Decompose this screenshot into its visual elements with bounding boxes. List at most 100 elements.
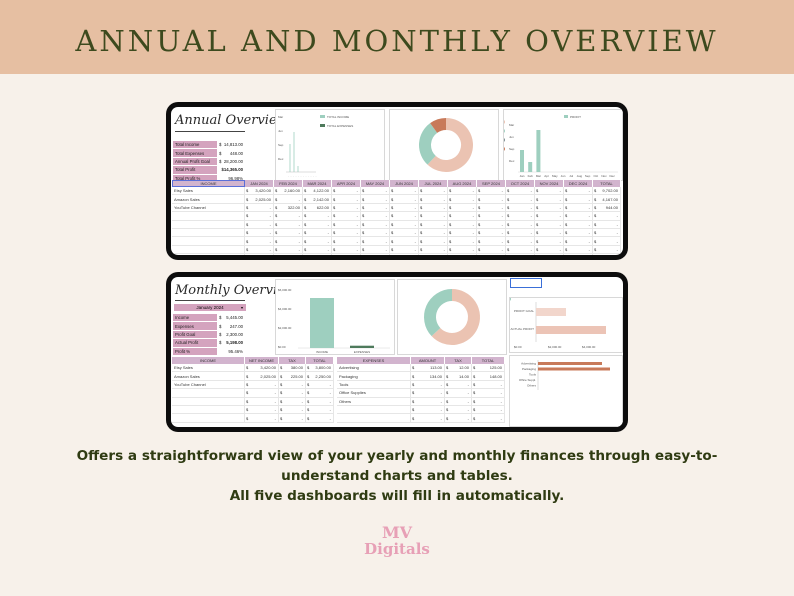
table-cell[interactable]: $- [411,405,445,414]
table-cell[interactable]: $- [245,254,274,255]
table-cell[interactable]: $- [245,203,274,212]
table-cell[interactable]: $- [390,245,419,254]
table-cell[interactable]: $4,122.00 [303,187,332,195]
table-cell[interactable]: $- [361,245,390,254]
table-cell[interactable]: $- [245,245,274,254]
table-cell[interactable]: $- [535,203,564,212]
table-cell[interactable]: $- [419,203,448,212]
table-cell[interactable]: $- [332,228,361,237]
table-cell[interactable]: $- [593,212,621,220]
table-cell[interactable]: $- [419,237,448,245]
table-cell[interactable]: $- [390,203,419,212]
table-cell[interactable]: $- [477,195,506,203]
table-cell[interactable]: $- [274,228,303,237]
table-cell[interactable]: $- [332,212,361,220]
table-cell[interactable]: $- [245,389,279,397]
table-cell[interactable]: $- [306,414,334,422]
table-cell[interactable]: $- [448,254,477,255]
table-cell[interactable]: $- [361,228,390,237]
table-cell[interactable]: $- [419,228,448,237]
table-cell[interactable]: $- [279,414,306,422]
table-cell[interactable]: $- [274,220,303,228]
table-cell[interactable]: $- [593,237,621,245]
table-cell[interactable]: $- [332,237,361,245]
table-cell[interactable]: $- [419,212,448,220]
table-cell[interactable]: $322.00 [274,203,303,212]
table-cell[interactable]: $- [564,187,593,195]
table-cell[interactable]: $- [593,220,621,228]
table-cell[interactable]: $- [332,220,361,228]
table-cell[interactable]: $14.00 [445,372,472,380]
table-cell[interactable]: $- [448,220,477,228]
table-cell[interactable]: $- [506,228,535,237]
table-cell[interactable]: $2,142.00 [303,195,332,203]
table-cell[interactable]: $- [303,245,332,254]
table-cell[interactable]: $- [477,245,506,254]
table-cell[interactable]: $- [419,254,448,255]
table-cell[interactable]: $- [564,212,593,220]
table-cell[interactable]: $- [245,212,274,220]
table-cell[interactable]: $- [506,212,535,220]
table-cell[interactable]: $- [477,220,506,228]
table-cell[interactable]: $- [506,187,535,195]
table-cell[interactable]: $- [332,203,361,212]
table-cell[interactable]: $- [332,195,361,203]
table-cell[interactable]: $- [477,203,506,212]
table-cell[interactable]: $- [445,389,472,397]
table-cell[interactable]: $- [411,389,445,397]
table-cell[interactable]: $944.00 [593,203,621,212]
table-cell[interactable]: $- [361,203,390,212]
table-cell[interactable]: $- [306,380,334,389]
table-cell[interactable]: $- [411,414,445,422]
table-cell[interactable]: $- [506,195,535,203]
table-cell[interactable]: $- [332,254,361,255]
table-cell[interactable]: $- [279,380,306,389]
table-cell[interactable]: $- [411,380,445,389]
table-cell[interactable]: $- [564,195,593,203]
table-cell[interactable]: $- [274,212,303,220]
table-cell[interactable]: $- [303,228,332,237]
table-cell[interactable]: $- [445,414,472,422]
table-cell[interactable]: $- [506,254,535,255]
table-cell[interactable]: $- [306,397,334,405]
table-cell[interactable]: $- [274,254,303,255]
table-cell[interactable]: $- [361,237,390,245]
table-cell[interactable]: $- [279,389,306,397]
table-cell[interactable]: $- [332,245,361,254]
table-cell[interactable]: $- [390,220,419,228]
table-cell[interactable]: $- [535,254,564,255]
table-cell[interactable]: $- [564,237,593,245]
table-cell[interactable]: $- [245,220,274,228]
table-cell[interactable]: $- [361,195,390,203]
table-cell[interactable]: $- [279,397,306,405]
table-cell[interactable]: $- [506,220,535,228]
table-cell[interactable]: $- [279,405,306,414]
table-cell[interactable]: $- [472,414,505,422]
table-cell[interactable]: $- [593,245,621,254]
table-cell[interactable]: $- [445,405,472,414]
table-cell[interactable]: $2,250.00 [306,372,334,380]
table-cell[interactable]: $- [472,389,505,397]
table-cell[interactable]: $- [390,187,419,195]
table-cell[interactable]: $- [306,405,334,414]
table-cell[interactable]: $- [361,212,390,220]
table-cell[interactable]: $2,025.00 [245,372,279,380]
table-cell[interactable]: $225.00 [279,372,306,380]
table-cell[interactable]: $- [303,254,332,255]
table-cell[interactable]: $- [332,187,361,195]
table-cell[interactable]: $- [448,187,477,195]
table-cell[interactable]: $- [390,195,419,203]
table-cell[interactable]: $- [245,380,279,389]
table-cell[interactable]: $- [535,220,564,228]
table-cell[interactable]: $2,025.00 [245,195,274,203]
table-cell[interactable]: $- [245,397,279,405]
table-cell[interactable]: $- [535,187,564,195]
table-cell[interactable]: $380.00 [279,364,306,372]
table-cell[interactable]: $113.00 [411,364,445,372]
table-cell[interactable]: $- [274,245,303,254]
table-cell[interactable]: $2,160.00 [274,187,303,195]
table-cell[interactable]: $- [564,220,593,228]
table-cell[interactable]: $- [390,254,419,255]
table-cell[interactable]: $134.00 [411,372,445,380]
table-cell[interactable]: $- [419,187,448,195]
